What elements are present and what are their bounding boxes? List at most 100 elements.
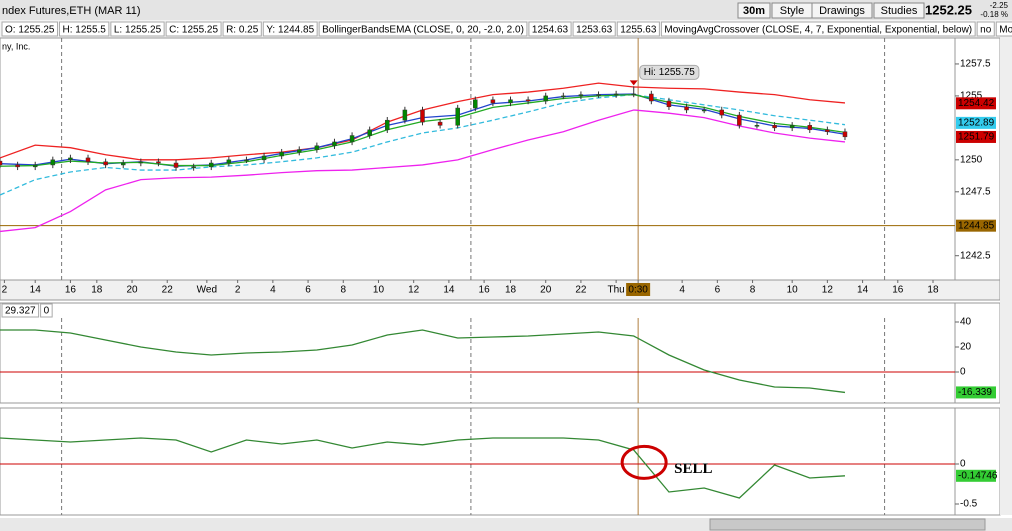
series-line	[0, 93, 846, 196]
candle-body	[103, 161, 108, 166]
y-tick-label: 20	[960, 342, 972, 353]
candle-body	[684, 106, 689, 111]
candle-body	[138, 161, 144, 164]
info-text: MovA...	[999, 25, 1012, 36]
candle-body	[367, 129, 372, 136]
candle-body	[226, 159, 232, 164]
info-text: 1253.63	[576, 25, 613, 36]
candle-body	[385, 119, 390, 131]
info-box	[110, 21, 165, 37]
candle-body	[631, 93, 636, 96]
y-tick-label: 1250	[960, 154, 983, 165]
toolbar-button[interactable]	[811, 2, 873, 19]
y-tick-label: 1247.5	[960, 186, 991, 197]
info-box	[262, 21, 318, 37]
info-text: 1254.63	[532, 25, 569, 36]
price-tag-label: 1252.89	[958, 118, 995, 129]
last-price: 1252.25	[925, 2, 972, 17]
candle-body	[543, 95, 548, 102]
candle-body	[666, 100, 672, 108]
x-tick-label: 22	[162, 285, 174, 296]
candle-body	[754, 125, 760, 127]
annotation-circle	[620, 444, 668, 480]
candle-body	[825, 129, 830, 132]
toolbar-button-label[interactable]: Style	[780, 5, 804, 17]
candle-body	[314, 145, 320, 150]
candle-body	[807, 125, 813, 131]
y-tick-label: 40	[960, 317, 972, 328]
x-tick-label: 12	[408, 285, 420, 296]
info-box	[165, 21, 222, 37]
x-tick-label: 14	[443, 285, 455, 296]
toolbar-button[interactable]	[873, 2, 925, 19]
indicator-axis-1	[954, 302, 1001, 404]
x-tick-label: 16	[65, 285, 77, 296]
candle-body	[719, 109, 725, 116]
y-tick-label: 0	[960, 459, 966, 470]
price-tag	[956, 97, 996, 110]
x-tick-label: 2	[235, 285, 241, 296]
info-text: Y: 1244.85	[266, 25, 314, 36]
candle-body	[244, 159, 249, 162]
candle-body	[68, 157, 73, 161]
candle-body	[261, 155, 267, 161]
info-text: BollingerBandsEMA (CLOSE, 0, 20, -2.0, 2…	[322, 25, 524, 36]
candle-body	[508, 99, 513, 104]
price-tag	[956, 130, 996, 143]
change: -2.25	[990, 1, 1009, 10]
toolbar-button[interactable]	[737, 2, 771, 19]
price-tag	[956, 116, 996, 129]
candle-body	[349, 135, 355, 143]
info-text: R: 0.25	[226, 25, 259, 36]
annotation-text: SELL	[674, 461, 712, 477]
price-tag-label: 1244.85	[958, 220, 995, 231]
y-tick-label: 1255	[960, 91, 983, 102]
scroll-thumb[interactable]	[709, 518, 986, 531]
candle-body	[120, 162, 126, 166]
info-box	[222, 21, 262, 37]
candle-body	[420, 109, 425, 123]
info-box	[1, 21, 58, 37]
header-box	[40, 303, 53, 318]
info-text: C: 1255.25	[169, 25, 218, 36]
high-marker	[629, 80, 638, 86]
toolbar-button-label[interactable]: 30m	[743, 5, 765, 17]
y-tick-label: 1242.5	[960, 250, 991, 261]
price-tag-label: 1251.79	[958, 132, 995, 143]
info-text: O: 1255.25	[5, 25, 55, 36]
header-value: 29.327	[5, 306, 36, 317]
price-panel	[0, 37, 956, 281]
indicator-panel-2	[0, 407, 956, 516]
price-tag	[956, 219, 996, 232]
info-box	[318, 21, 528, 37]
toolbar-button-label[interactable]: Studies	[881, 5, 918, 17]
company-label: ny, Inc.	[2, 41, 30, 51]
candle-body	[173, 162, 179, 168]
candle-body	[613, 93, 619, 96]
candle-body	[649, 93, 654, 102]
info-text: L: 1255.25	[114, 25, 162, 36]
window-title: ndex Futures,ETH (MAR 11)	[2, 5, 141, 17]
x-tick-label: 16	[479, 285, 491, 296]
candle-body	[208, 162, 214, 168]
price-tag	[956, 386, 996, 399]
x-tick-label: 12	[822, 285, 834, 296]
price-tag	[956, 469, 996, 482]
toolbar-button-label[interactable]: Drawings	[819, 5, 865, 17]
info-text: MovingAvgCrossover (CLOSE, 4, 7, Exponen…	[664, 25, 972, 36]
x-tick-label: 22	[575, 285, 587, 296]
price-tag-label: 1254.42	[958, 98, 995, 109]
x-tick-label: 16	[892, 285, 904, 296]
candle-body	[789, 125, 795, 129]
x-tick-label: 14	[30, 285, 42, 296]
x-tick-label: Wed	[197, 285, 217, 296]
price-tag-label: -0.14746	[958, 470, 998, 481]
time-axis	[0, 279, 1001, 301]
info-text: no	[980, 25, 992, 36]
candle-body	[32, 164, 38, 168]
x-tick-label: 18	[505, 285, 517, 296]
x-tick-label: 8	[340, 285, 346, 296]
change-pct: -0.18 %	[980, 10, 1008, 19]
x-tick-label: 6	[715, 285, 721, 296]
